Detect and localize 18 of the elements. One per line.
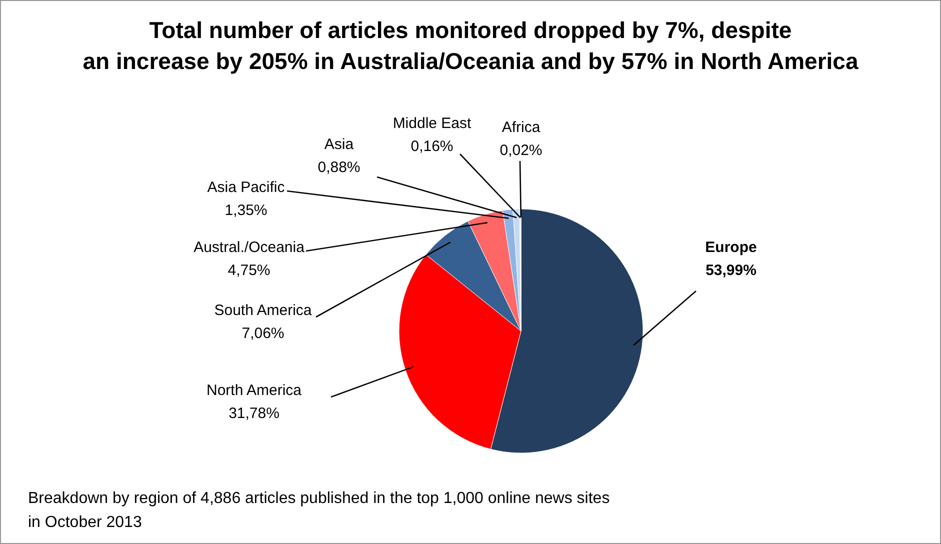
slice-label: Middle East: [392, 115, 472, 132]
data-label: 1,35%: [224, 202, 268, 219]
data-label: 0,02%: [500, 142, 542, 159]
data-label: 0,16%: [410, 138, 454, 155]
data-label: 4,75%: [228, 262, 270, 279]
slice-label: Austral./Oceania: [194, 239, 306, 256]
data-label: 0,88%: [318, 159, 360, 176]
data-label: 53,99%: [706, 262, 756, 279]
data-label: 7,06%: [242, 325, 284, 342]
text: Breakdown by region of 4,886 articles published in the top 1,000 online news sites in October 2013: [28, 489, 611, 533]
slice-label: Asia Pacific: [207, 179, 286, 196]
slice-label: North America: [206, 382, 302, 399]
data-label: 31,78%: [228, 405, 280, 422]
slice-label: South America: [214, 302, 312, 319]
chart-title: Total number of articles monitored dropped by 7%, despite an increase by 205% in Australia/Oceania and by 57% in North America: [82, 16, 860, 76]
slice-label: Asia: [324, 136, 354, 153]
slice-label: Africa: [502, 119, 541, 136]
slice-label: Europe: [705, 239, 757, 256]
